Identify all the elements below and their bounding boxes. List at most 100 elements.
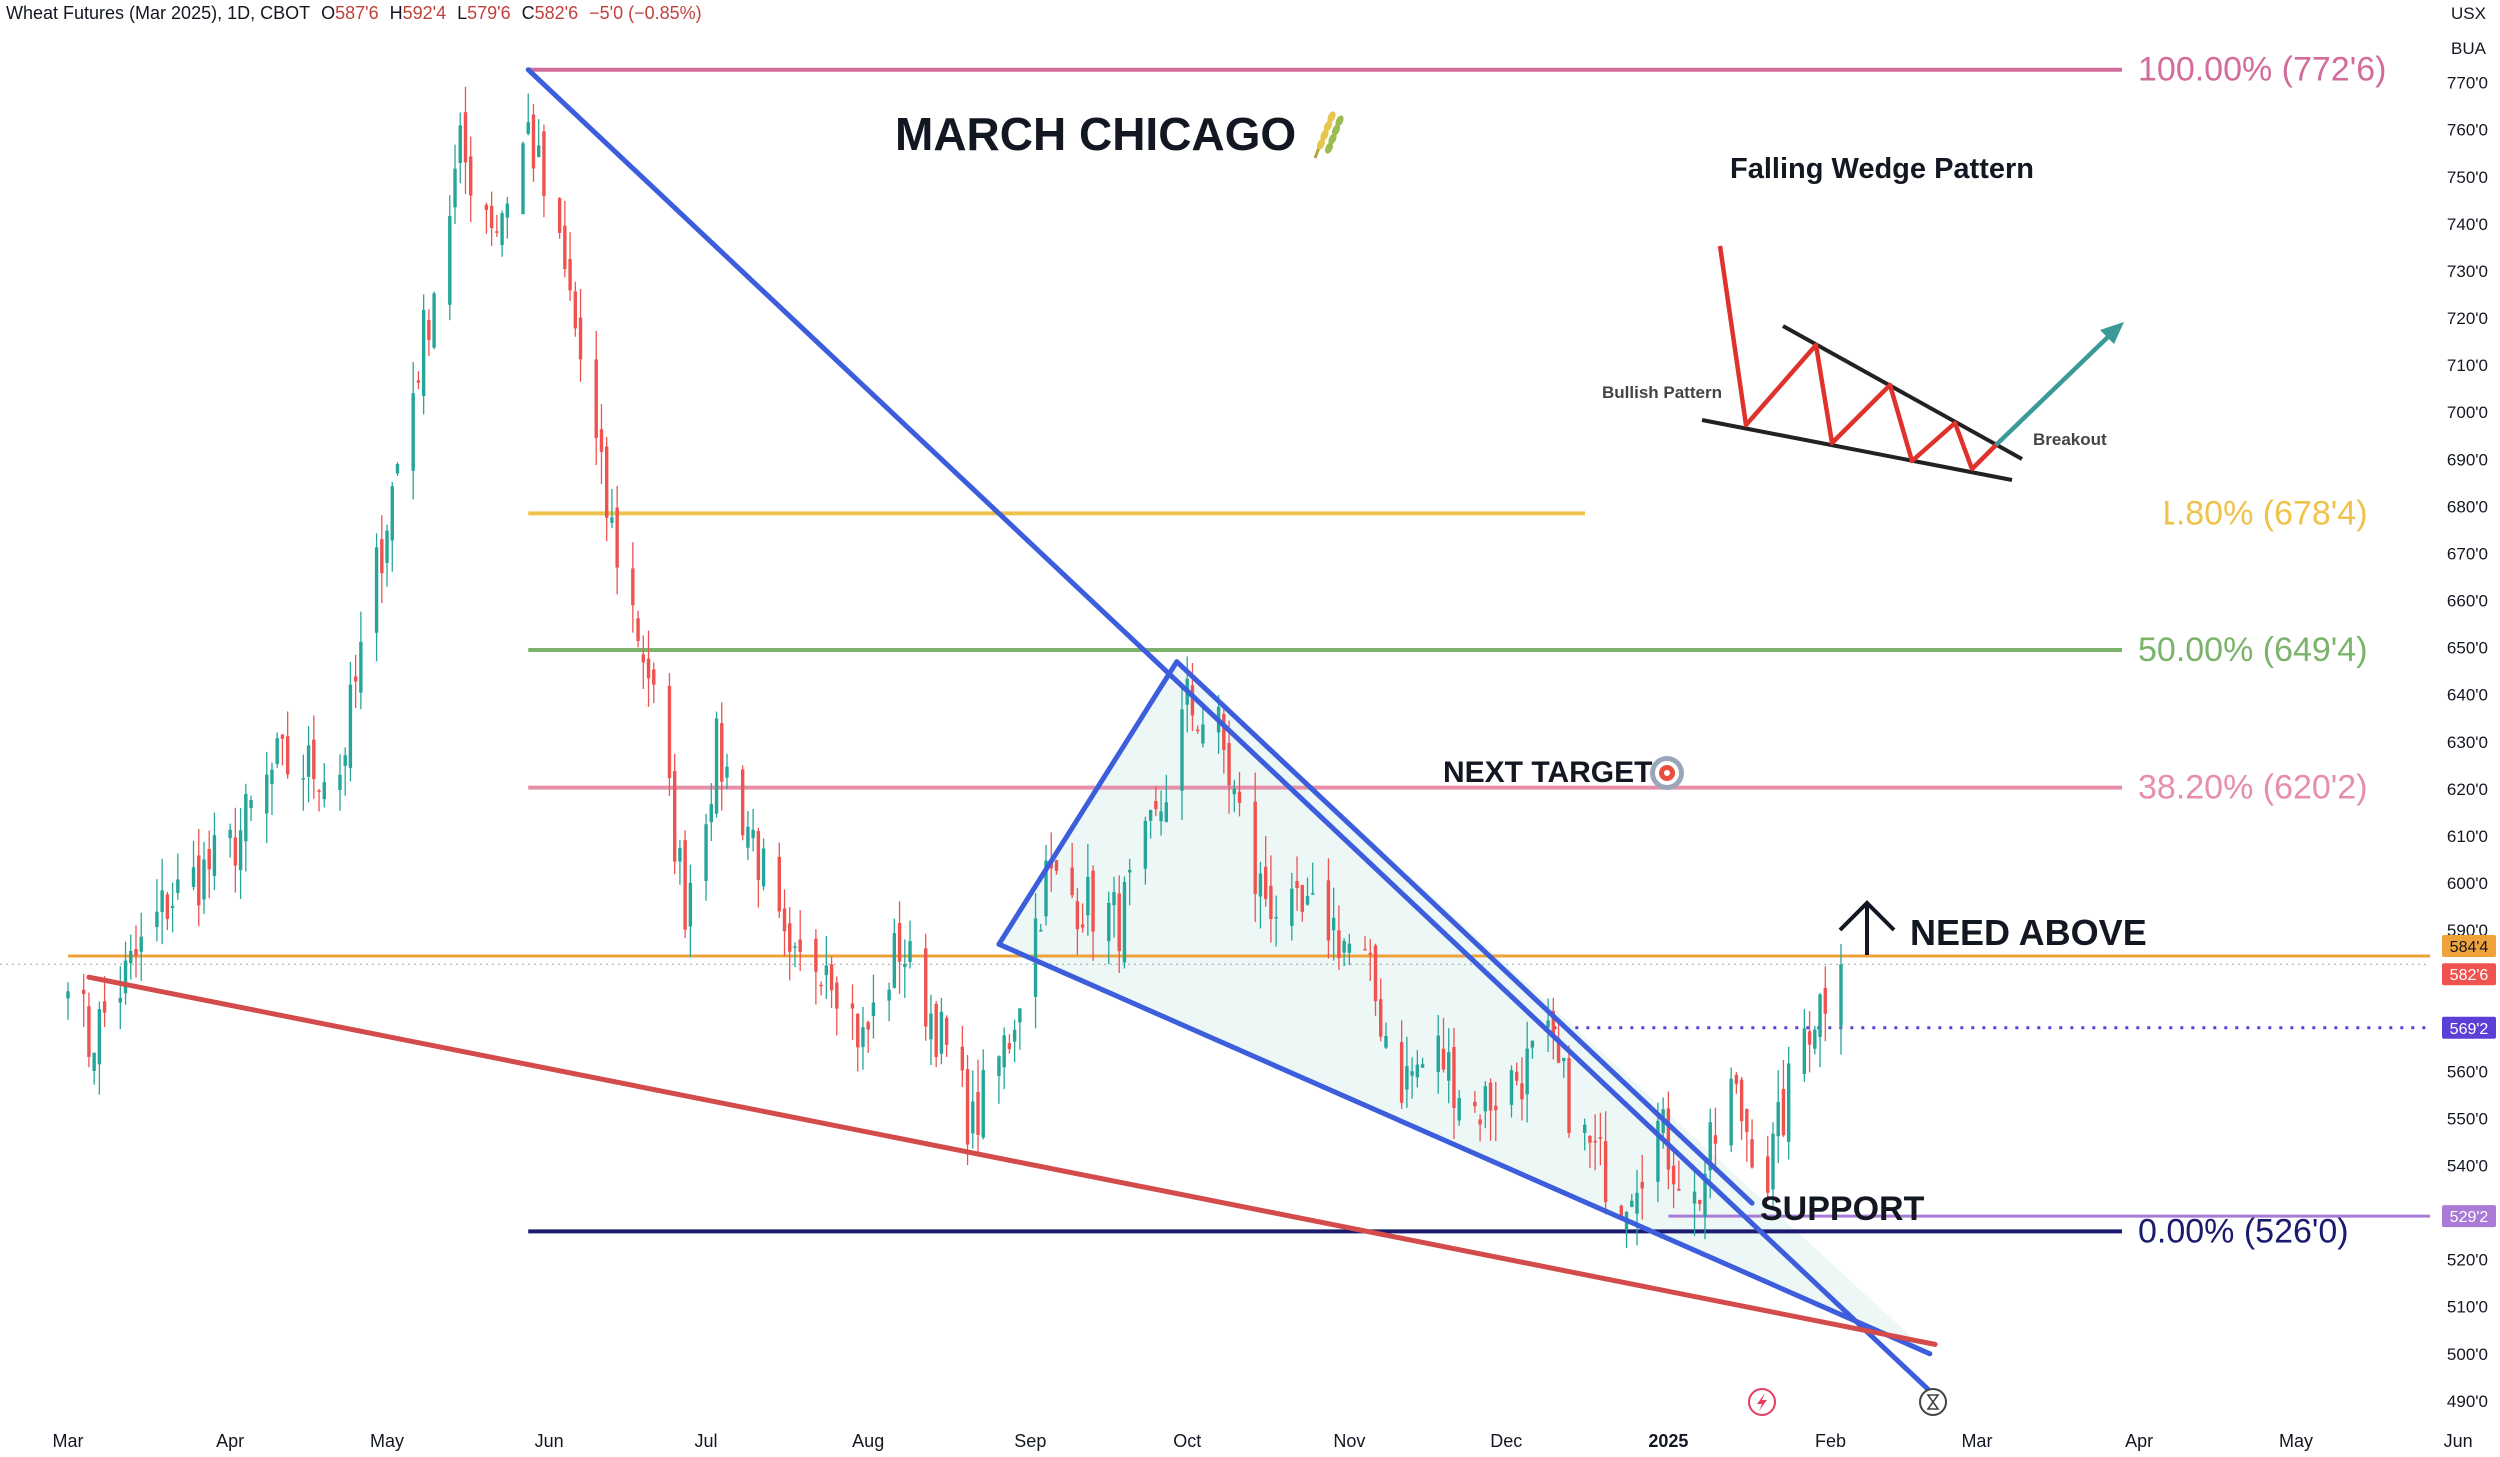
- candle-body[interactable]: [1331, 917, 1336, 931]
- candle-body[interactable]: [782, 908, 787, 932]
- candle-body[interactable]: [212, 835, 217, 876]
- candle-body[interactable]: [505, 203, 510, 218]
- candle-body[interactable]: [1379, 999, 1383, 1037]
- candle-body[interactable]: [484, 204, 489, 210]
- candle-body[interactable]: [123, 960, 128, 994]
- candle-body[interactable]: [1190, 685, 1195, 716]
- candle-body[interactable]: [1180, 709, 1184, 791]
- candle-body[interactable]: [458, 125, 462, 164]
- candle-body[interactable]: [568, 259, 572, 291]
- candle-body[interactable]: [1164, 802, 1168, 822]
- candle-body[interactable]: [1436, 1035, 1440, 1073]
- candle-body[interactable]: [170, 905, 175, 909]
- candle-body[interactable]: [1237, 791, 1242, 803]
- candle-body[interactable]: [1002, 1035, 1006, 1068]
- lightning-icon[interactable]: [1748, 1388, 1776, 1416]
- candle-body[interactable]: [1739, 1079, 1744, 1122]
- candle-body[interactable]: [1823, 987, 1827, 1014]
- triangle-left[interactable]: [996, 659, 1180, 947]
- candle-body[interactable]: [359, 641, 363, 693]
- candle-body[interactable]: [1818, 994, 1822, 1037]
- candle-body[interactable]: [1698, 1200, 1702, 1204]
- candle-body[interactable]: [1593, 1140, 1597, 1143]
- candle-body[interactable]: [244, 793, 248, 842]
- wedge-upper[interactable]: [525, 67, 1943, 1404]
- candle-body[interactable]: [469, 156, 473, 196]
- candle-body[interactable]: [1258, 873, 1263, 897]
- candle-body[interactable]: [495, 231, 499, 233]
- candle-body[interactable]: [1441, 1048, 1446, 1070]
- candle-body[interactable]: [829, 964, 834, 991]
- candle-body[interactable]: [416, 380, 421, 383]
- candle-body[interactable]: [725, 766, 729, 778]
- candle-body[interactable]: [1148, 810, 1153, 821]
- candle-body[interactable]: [1107, 902, 1111, 942]
- candle-body[interactable]: [594, 359, 598, 439]
- candle-body[interactable]: [1525, 1048, 1529, 1095]
- candle-body[interactable]: [270, 769, 274, 784]
- candle-body[interactable]: [1112, 892, 1116, 906]
- candle-body[interactable]: [1405, 1065, 1409, 1090]
- candle-body[interactable]: [1781, 1088, 1786, 1136]
- candle-body[interactable]: [526, 122, 530, 134]
- candle-body[interactable]: [1415, 1064, 1420, 1078]
- candle-body[interactable]: [850, 1003, 855, 1009]
- candle-body[interactable]: [761, 848, 766, 887]
- candle-body[interactable]: [835, 982, 839, 1009]
- candle-body[interactable]: [228, 829, 232, 839]
- candle-body[interactable]: [1305, 896, 1310, 905]
- candle-body[interactable]: [1447, 1052, 1451, 1081]
- candle-body[interactable]: [678, 847, 682, 862]
- candle-body[interactable]: [1671, 1165, 1676, 1185]
- candle-body[interactable]: [604, 446, 609, 518]
- candle-body[interactable]: [1263, 866, 1268, 899]
- candle-body[interactable]: [1012, 1029, 1017, 1042]
- candle-body[interactable]: [238, 830, 243, 871]
- candle-body[interactable]: [1159, 811, 1163, 822]
- candle-body[interactable]: [934, 1003, 938, 1058]
- candle-body[interactable]: [1807, 1031, 1812, 1045]
- candle-body[interactable]: [1347, 943, 1352, 953]
- candle-body[interactable]: [1771, 1133, 1775, 1190]
- candle-body[interactable]: [897, 922, 902, 962]
- candle-body[interactable]: [1127, 869, 1132, 873]
- candle-body[interactable]: [1483, 1086, 1488, 1112]
- candle-body[interactable]: [903, 963, 907, 968]
- candle-body[interactable]: [1839, 964, 1843, 1026]
- candle-body[interactable]: [1713, 1135, 1718, 1144]
- candle-body[interactable]: [249, 799, 253, 808]
- candle-body[interactable]: [641, 654, 645, 663]
- candle-body[interactable]: [1583, 1124, 1587, 1133]
- candle-body[interactable]: [866, 1022, 870, 1030]
- candle-body[interactable]: [1677, 1188, 1681, 1191]
- candle-body[interactable]: [1515, 1071, 1519, 1081]
- candle-body[interactable]: [578, 317, 583, 360]
- candle-body[interactable]: [563, 225, 567, 270]
- candle-body[interactable]: [160, 890, 164, 913]
- candle-body[interactable]: [1488, 1082, 1493, 1111]
- candle-body[interactable]: [924, 948, 928, 1027]
- candle-body[interactable]: [102, 1001, 107, 1013]
- candle-body[interactable]: [1384, 1035, 1388, 1048]
- candle-body[interactable]: [1326, 880, 1331, 941]
- candle-body[interactable]: [301, 778, 306, 780]
- candle-body[interactable]: [636, 618, 640, 641]
- hourglass-icon[interactable]: [1919, 1388, 1947, 1416]
- candle-body[interactable]: [746, 826, 750, 848]
- candle-body[interactable]: [280, 734, 285, 739]
- candle-body[interactable]: [489, 205, 494, 229]
- candle-body[interactable]: [646, 658, 651, 679]
- candle-body[interactable]: [1368, 952, 1372, 955]
- candle-body[interactable]: [1729, 1078, 1733, 1146]
- candle-body[interactable]: [1117, 893, 1121, 952]
- candle-body[interactable]: [1776, 1101, 1780, 1137]
- candle-body[interactable]: [1666, 1108, 1671, 1170]
- candle-body[interactable]: [1708, 1122, 1712, 1171]
- candle-body[interactable]: [1080, 924, 1085, 928]
- candle-body[interactable]: [1745, 1109, 1749, 1132]
- candle-body[interactable]: [960, 1046, 965, 1071]
- candle-body[interactable]: [197, 855, 201, 906]
- candle-body[interactable]: [861, 1027, 865, 1047]
- candle-body[interactable]: [1656, 1120, 1660, 1182]
- candle-body[interactable]: [81, 989, 86, 995]
